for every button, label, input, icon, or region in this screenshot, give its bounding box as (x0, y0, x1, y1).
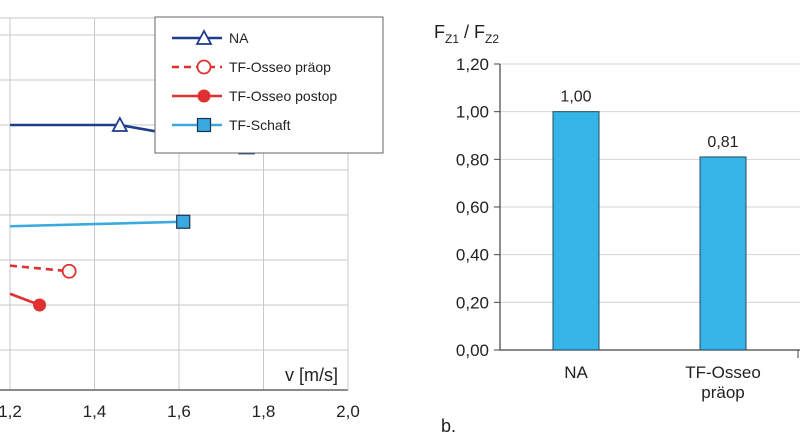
legend-item: TF-Osseo präop (172, 59, 331, 75)
line-chart: 1,2 1,4 1,6 1,8 2,0 v [m/s] NA TF-Osseo präop… (0, 16, 384, 421)
legend-label: NA (229, 30, 249, 46)
data-point (176, 214, 191, 229)
category-line: präop (701, 383, 744, 402)
subscript: Z1 (445, 32, 459, 46)
data-point (111, 116, 129, 132)
x-tick-label: 1,4 (83, 402, 107, 421)
x-category-label: TF-Osseo präop (685, 363, 761, 402)
legend-label: TF-Osseo postop (229, 88, 337, 104)
x-tick-label: 2,0 (336, 402, 360, 421)
legend-item: TF-Schaft (172, 117, 291, 133)
data-point (61, 263, 77, 279)
bar-chart-grid (494, 63, 800, 351)
series-line (9, 264, 70, 273)
x-tick-label: 1,6 (167, 402, 191, 421)
bar-chart-y-axis-label: FZ1 / FZ2 (434, 22, 499, 46)
y-tick-label: 0,40 (456, 246, 489, 265)
x-tick-label: 1,8 (252, 402, 276, 421)
label-text: / F (459, 22, 485, 42)
y-tick-label: 0,00 (456, 341, 489, 360)
series-tf-osseo-postop (9, 292, 47, 312)
series-tf-schaft (9, 214, 191, 229)
line-chart-x-axis-label: v [m/s] (285, 365, 338, 385)
x-category-label: NA (564, 363, 588, 382)
bar-chart-y-ticks: 0,00 0,20 0,40 0,60 0,80 1,00 1,20 (456, 55, 489, 360)
legend-item: NA (172, 29, 249, 46)
bar-chart-bars: 1,00 0,81 (552, 89, 799, 358)
category-line: TF-Osseo (685, 363, 761, 382)
legend-box (154, 16, 384, 154)
label-text: F (434, 22, 445, 42)
y-tick-label: 0,60 (456, 198, 489, 217)
bar-chart: 0,00 0,20 0,40 0,60 0,80 1,00 1,20 FZ1 / FZ2 1… (434, 22, 800, 436)
line-chart-x-ticks: 1,2 1,4 1,6 1,8 2,0 (0, 402, 360, 421)
y-tick-label: 1,20 (456, 55, 489, 74)
legend-label: TF-Osseo präop (229, 59, 331, 75)
panel-label-b: b. (441, 416, 456, 436)
x-tick-label: 1,2 (0, 402, 22, 421)
y-tick-label: 0,20 (456, 293, 489, 312)
y-tick-label: 0,80 (456, 150, 489, 169)
line-chart-legend: NA TF-Osseo präop TF-Osseo postop TF-Schaft (154, 16, 384, 154)
data-point (197, 89, 211, 103)
series-tf-osseo-pr-op (9, 263, 77, 279)
bar (552, 111, 600, 351)
y-tick-label: 1,00 (456, 103, 489, 122)
y-axis-title: FZ1 / FZ2 (434, 22, 499, 46)
series-line (9, 220, 184, 228)
line-chart-series (9, 116, 256, 312)
data-point (196, 59, 212, 75)
data-point (196, 117, 212, 133)
data-point (33, 298, 47, 312)
bar (699, 156, 747, 351)
data-point (195, 29, 213, 45)
category-line: NA (564, 363, 588, 382)
legend-label: TF-Schaft (229, 117, 291, 133)
bar-chart-x-ticks: NA TF-Osseo präop (564, 363, 761, 402)
bar-value-label: 0,81 (707, 134, 738, 151)
bar-value-label: 1,00 (560, 89, 591, 106)
legend-item: TF-Osseo postop (172, 88, 337, 104)
subscript: Z2 (485, 32, 499, 46)
